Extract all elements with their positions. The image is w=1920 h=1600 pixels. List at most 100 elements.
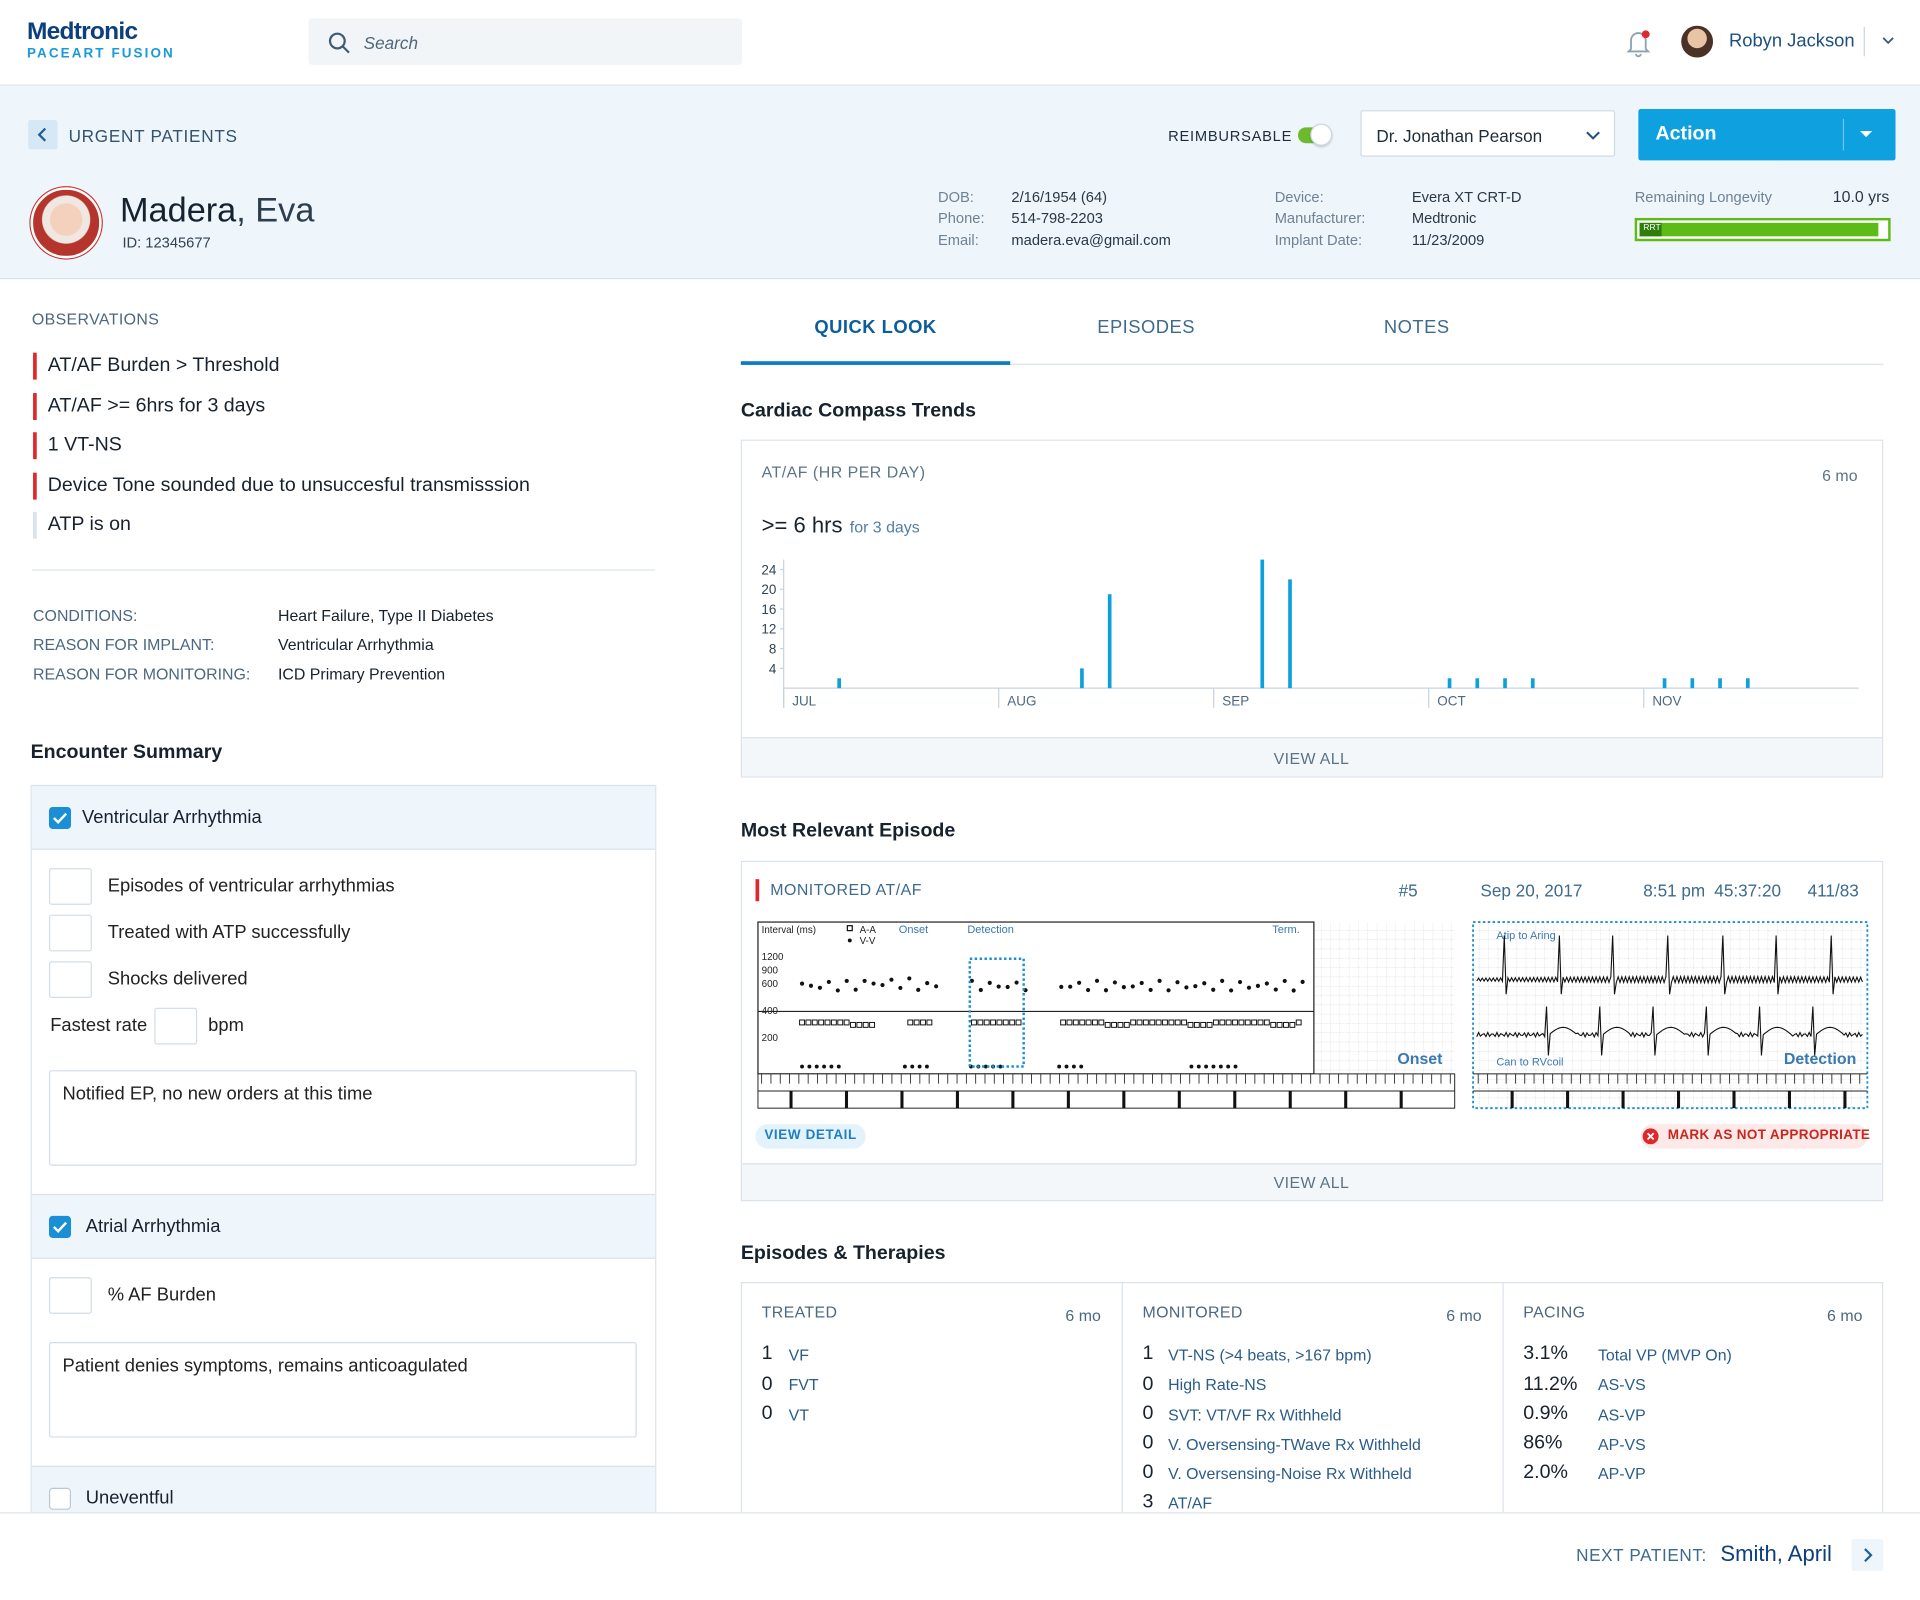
- episode-type: MONITORED AT/AF: [770, 880, 923, 900]
- episode-rates: 411/83: [1807, 879, 1859, 900]
- brand: Medtronic: [26, 18, 138, 46]
- product: PACEART FUSION: [26, 47, 175, 62]
- rate-input[interactable]: [154, 1007, 198, 1045]
- action-button[interactable]: [1638, 108, 1896, 161]
- tab-active-underline: [740, 361, 1011, 365]
- episode-time: 8:51 pm: [1643, 879, 1706, 900]
- card-footer: [742, 1163, 1883, 1201]
- patient-first-name: , Eva: [236, 191, 315, 230]
- notification-bell[interactable]: [1625, 28, 1652, 58]
- therapy-count: 1: [761, 1343, 773, 1365]
- column-title: TREATED: [761, 1303, 838, 1322]
- section-header-title: Atrial Arrhythmia: [85, 1215, 221, 1237]
- info-label: Implant Date:: [1274, 231, 1363, 249]
- observation-text: ATP is on: [47, 514, 131, 536]
- card-footer: [742, 737, 1883, 777]
- icon-part: [53, 812, 68, 825]
- view-all[interactable]: VIEW ALL: [1273, 749, 1350, 768]
- item-checkbox[interactable]: [48, 914, 92, 952]
- icon-part: [1635, 53, 1642, 58]
- therapy-label: AS-VS: [1597, 1375, 1646, 1394]
- physician-dropdown[interactable]: [1360, 110, 1616, 157]
- physician-name: Dr. Jonathan Pearson: [1376, 125, 1543, 146]
- back-button[interactable]: [28, 120, 58, 150]
- view-all[interactable]: VIEW ALL: [1273, 1173, 1350, 1192]
- search-icon: [328, 32, 350, 54]
- tabs-baseline: [740, 363, 1884, 365]
- patient-id: ID: 12345677: [122, 233, 211, 251]
- section-checkbox[interactable]: [48, 1215, 72, 1238]
- tab[interactable]: QUICK LOOK: [814, 317, 937, 338]
- tab[interactable]: NOTES: [1383, 317, 1450, 338]
- view-detail-label: VIEW DETAIL: [764, 1128, 857, 1143]
- view-detail-button[interactable]: [755, 1124, 866, 1149]
- next-patient-name[interactable]: Smith, April: [1720, 1542, 1831, 1568]
- condition-label: REASON FOR IMPLANT:: [33, 635, 215, 655]
- item-checkbox[interactable]: [48, 868, 92, 905]
- rate-label: Fastest rate: [50, 1015, 148, 1036]
- episode-card: [740, 860, 1884, 1202]
- footer-bar: [0, 1512, 1920, 1600]
- therapy-label: AP-VP: [1597, 1464, 1646, 1483]
- note-box[interactable]: [48, 1070, 637, 1166]
- observation-text: AT/AF >= 6hrs for 3 days: [47, 395, 266, 417]
- therapy-label: Total VP (MVP On): [1597, 1345, 1732, 1365]
- observation-flag: [33, 472, 37, 499]
- next-chevron: [1864, 1548, 1873, 1563]
- user-name[interactable]: Robyn Jackson: [1728, 30, 1855, 52]
- next-first-name: , April: [1776, 1541, 1832, 1567]
- period: 6 mo: [1822, 466, 1858, 486]
- episode-number: #5: [1398, 879, 1418, 900]
- tab[interactable]: EPISODES: [1097, 317, 1196, 338]
- condition-value: Ventricular Arrhythmia: [277, 635, 434, 655]
- column-divider: [1502, 1282, 1504, 1600]
- back-label: URGENT PATIENTS: [68, 125, 238, 146]
- toggle-knob: [1310, 123, 1333, 146]
- note-box[interactable]: [48, 1342, 637, 1438]
- item-label: Treated with ATP successfully: [107, 922, 351, 943]
- chart-title: AT/AF (HR PER DAY): [761, 463, 926, 482]
- therapy-count: 0: [1142, 1373, 1154, 1395]
- observation-text: 1 VT-NS: [47, 435, 122, 456]
- search-box[interactable]: [308, 18, 743, 65]
- divider: [31, 569, 656, 571]
- therapy-count: 0.9%: [1523, 1403, 1568, 1424]
- longevity-label: Remaining Longevity: [1634, 188, 1772, 206]
- episode-date: Sep 20, 2017: [1480, 879, 1583, 900]
- dropdown-caret: [1586, 131, 1600, 140]
- divider: [1863, 26, 1865, 57]
- item-checkbox[interactable]: [48, 961, 92, 998]
- info-label: Device:: [1274, 188, 1324, 206]
- longevity-fill: [1639, 222, 1879, 237]
- mark-button[interactable]: [1640, 1124, 1868, 1149]
- period: 6 mo: [1446, 1306, 1482, 1326]
- therapy-count: 0: [761, 1373, 773, 1395]
- patient-photo: [30, 187, 102, 259]
- condition-value: ICD Primary Prevention: [277, 665, 446, 684]
- item-checkbox[interactable]: [48, 1277, 92, 1314]
- info-value: 2/16/1954 (64): [1011, 188, 1108, 206]
- icon-part: [1641, 30, 1650, 39]
- section-checkbox[interactable]: [48, 806, 72, 829]
- therapy-label: FVT: [788, 1375, 819, 1394]
- section-checkbox[interactable]: [48, 1487, 72, 1510]
- therapy-label: VF: [788, 1345, 809, 1365]
- therapy-count: 0: [761, 1403, 773, 1424]
- info-value: 11/23/2009: [1411, 231, 1485, 249]
- section-label: OBSERVATIONS: [31, 310, 160, 329]
- item-label: Episodes of ventricular arrhythmias: [107, 875, 395, 897]
- longevity-marker-bg: [1639, 222, 1662, 237]
- observation-flag: [33, 432, 37, 460]
- action-label: Action: [1655, 124, 1717, 145]
- observation-flag: [33, 392, 37, 420]
- info-value: 514-798-2203: [1011, 209, 1103, 227]
- headline-note: for 3 days: [849, 518, 920, 537]
- encounter-panel: [30, 784, 657, 1600]
- icon-part: [1626, 32, 1651, 53]
- episode-duration: 45:37:20: [1714, 879, 1782, 900]
- next-button[interactable]: [1851, 1539, 1884, 1572]
- longevity-marker: RRT: [1643, 224, 1661, 234]
- note-text: Patient denies symptoms, remains anticoa…: [62, 1355, 468, 1377]
- icon-part: [1864, 1548, 1873, 1563]
- user-menu-caret[interactable]: [1882, 37, 1894, 47]
